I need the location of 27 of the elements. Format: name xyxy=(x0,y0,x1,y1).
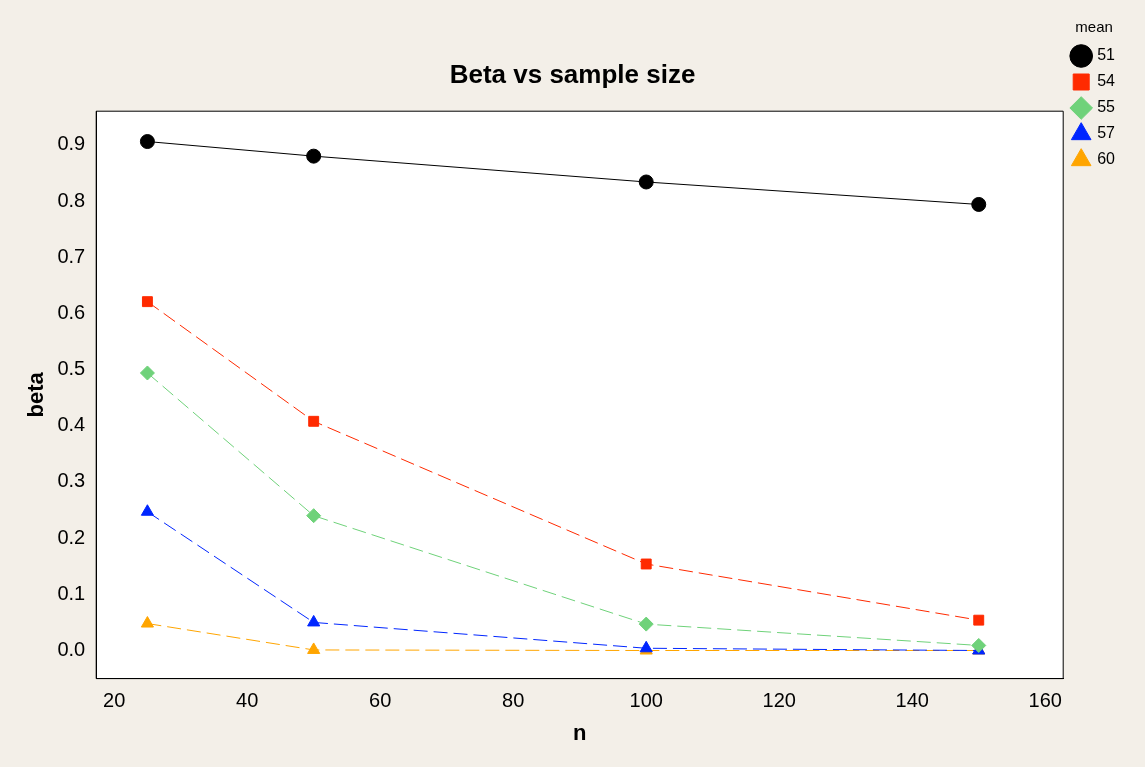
y-tick-label: 0.6 xyxy=(57,300,86,323)
y-tick-label: 0.7 xyxy=(57,244,86,267)
x-tick-label: 40 xyxy=(236,689,259,712)
legend-label: 57 xyxy=(1097,124,1116,142)
y-tick-label: 0.3 xyxy=(57,469,86,492)
x-tick-label: 60 xyxy=(369,689,392,712)
legend-label: 60 xyxy=(1097,150,1116,168)
y-tick-label: 0.4 xyxy=(57,413,86,436)
y-tick-label: 0.8 xyxy=(57,188,86,211)
y-tick-label: 0.5 xyxy=(57,357,86,380)
legend-title: mean xyxy=(1075,17,1113,35)
y-tick-label: 0.0 xyxy=(57,638,86,661)
legend-label: 54 xyxy=(1097,72,1116,90)
x-tick-label: 140 xyxy=(895,689,929,712)
x-tick-label: 120 xyxy=(762,689,796,712)
y-tick-label: 0.1 xyxy=(57,581,86,604)
x-axis-title: n xyxy=(572,719,587,745)
y-tick-label: 0.9 xyxy=(57,132,86,155)
x-tick-label: 160 xyxy=(1028,689,1062,712)
chart-title: Beta vs sample size xyxy=(449,58,696,89)
legend-label: 51 xyxy=(1097,46,1116,64)
y-axis-title: beta xyxy=(23,371,49,418)
x-tick-label: 20 xyxy=(103,689,126,712)
x-tick-label: 100 xyxy=(629,689,663,712)
x-tick-label: 80 xyxy=(502,689,525,712)
legend-label: 55 xyxy=(1097,98,1116,116)
y-tick-label: 0.2 xyxy=(57,525,86,548)
